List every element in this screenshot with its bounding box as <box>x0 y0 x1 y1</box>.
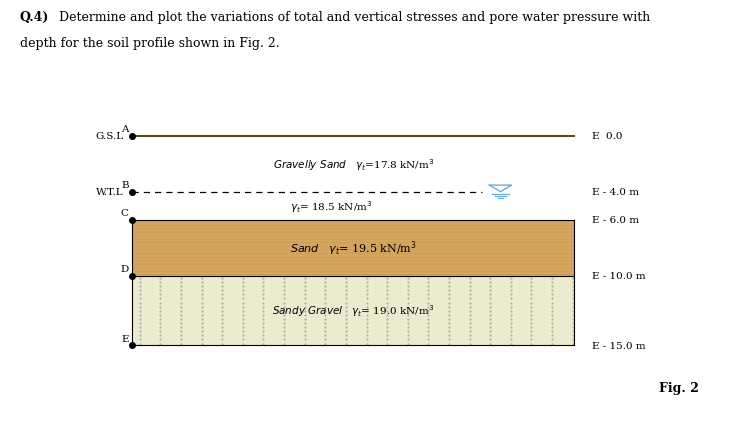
Text: $\it{Sandy\ Gravel}$   $\it{\gamma_t}$= 19.0 kN/m$^3$: $\it{Sandy\ Gravel}$ $\it{\gamma_t}$= 19… <box>272 303 434 319</box>
Text: Fig. 2: Fig. 2 <box>659 381 699 394</box>
Text: $\it{Gravelly\ Sand}$   $\it{\gamma_t}$=17.8 kN/m$^3$: $\it{Gravelly\ Sand}$ $\it{\gamma_t}$=17… <box>272 156 434 172</box>
Bar <box>132 220 574 276</box>
Text: B: B <box>121 181 129 190</box>
Polygon shape <box>489 186 512 192</box>
Text: E - 10.0 m: E - 10.0 m <box>592 271 646 280</box>
Text: $\it{\gamma_t}$= 18.5 kN/m$^3$: $\it{\gamma_t}$= 18.5 kN/m$^3$ <box>290 198 372 214</box>
Text: E - 6.0 m: E - 6.0 m <box>592 216 640 224</box>
Text: Determine and plot the variations of total and vertical stresses and pore water : Determine and plot the variations of tot… <box>55 11 651 24</box>
Text: A: A <box>121 125 129 134</box>
Text: W.T.L: W.T.L <box>96 188 124 197</box>
Text: C: C <box>121 209 129 218</box>
Text: E: E <box>121 334 129 343</box>
Text: depth for the soil profile shown in Fig. 2.: depth for the soil profile shown in Fig.… <box>20 37 280 50</box>
Text: $\it{Sand}$   $\it{\gamma_t}$= 19.5 kN/m$^3$: $\it{Sand}$ $\it{\gamma_t}$= 19.5 kN/m$^… <box>290 239 417 257</box>
Bar <box>132 276 574 345</box>
Text: D: D <box>121 264 129 273</box>
Text: E - 15.0 m: E - 15.0 m <box>592 341 646 350</box>
Text: Q.4): Q.4) <box>20 11 49 24</box>
Text: E - 4.0 m: E - 4.0 m <box>592 188 640 197</box>
Text: G.S.L: G.S.L <box>96 132 124 141</box>
Text: E  0.0: E 0.0 <box>592 132 623 141</box>
